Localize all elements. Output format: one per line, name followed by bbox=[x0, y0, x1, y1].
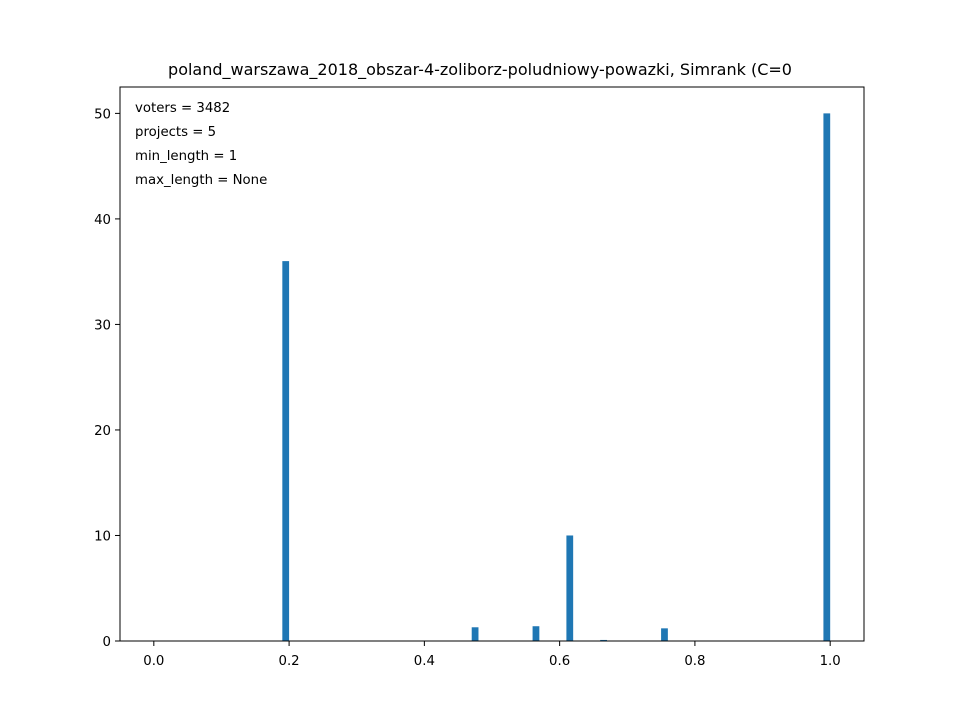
x-tick-label: 0.8 bbox=[684, 654, 705, 669]
y-tick-label: 20 bbox=[94, 424, 111, 439]
bar-2 bbox=[532, 626, 540, 641]
annotation-line: min_length = 1 bbox=[135, 149, 237, 164]
y-tick-label: 50 bbox=[94, 107, 111, 122]
annotation-box: voters = 3482 projects = 5 min_length = 1 m… bbox=[135, 101, 267, 188]
bar-5 bbox=[661, 628, 668, 641]
annotation-line: voters = 3482 bbox=[135, 101, 230, 116]
bar-1 bbox=[471, 627, 479, 641]
x-tick-label: 0.6 bbox=[549, 654, 570, 669]
x-tick-label: 0.0 bbox=[143, 654, 164, 669]
axes-frame bbox=[119, 86, 865, 642]
annotation-line: max_length = None bbox=[135, 173, 267, 188]
y-tick-label: 0 bbox=[103, 635, 111, 650]
x-tick-label: 1.0 bbox=[820, 654, 841, 669]
plot-area: 0.0 0.2 0.4 0.6 0.8 1.0 0 10 20 30 40 50 bbox=[94, 86, 865, 669]
bar-6 bbox=[823, 113, 831, 641]
x-tick-label: 0.4 bbox=[414, 654, 435, 669]
y-tick-label: 10 bbox=[94, 529, 111, 544]
bar-3 bbox=[566, 535, 574, 641]
chart-title: poland_warszawa_2018_obszar-4-zoliborz-p… bbox=[168, 60, 792, 80]
y-tick-label: 40 bbox=[94, 213, 111, 228]
x-tick-label: 0.2 bbox=[279, 654, 300, 669]
annotation-line: projects = 5 bbox=[135, 125, 216, 140]
y-tick-label: 30 bbox=[94, 318, 111, 333]
bar-0 bbox=[282, 261, 290, 641]
bar-4 bbox=[600, 639, 607, 641]
